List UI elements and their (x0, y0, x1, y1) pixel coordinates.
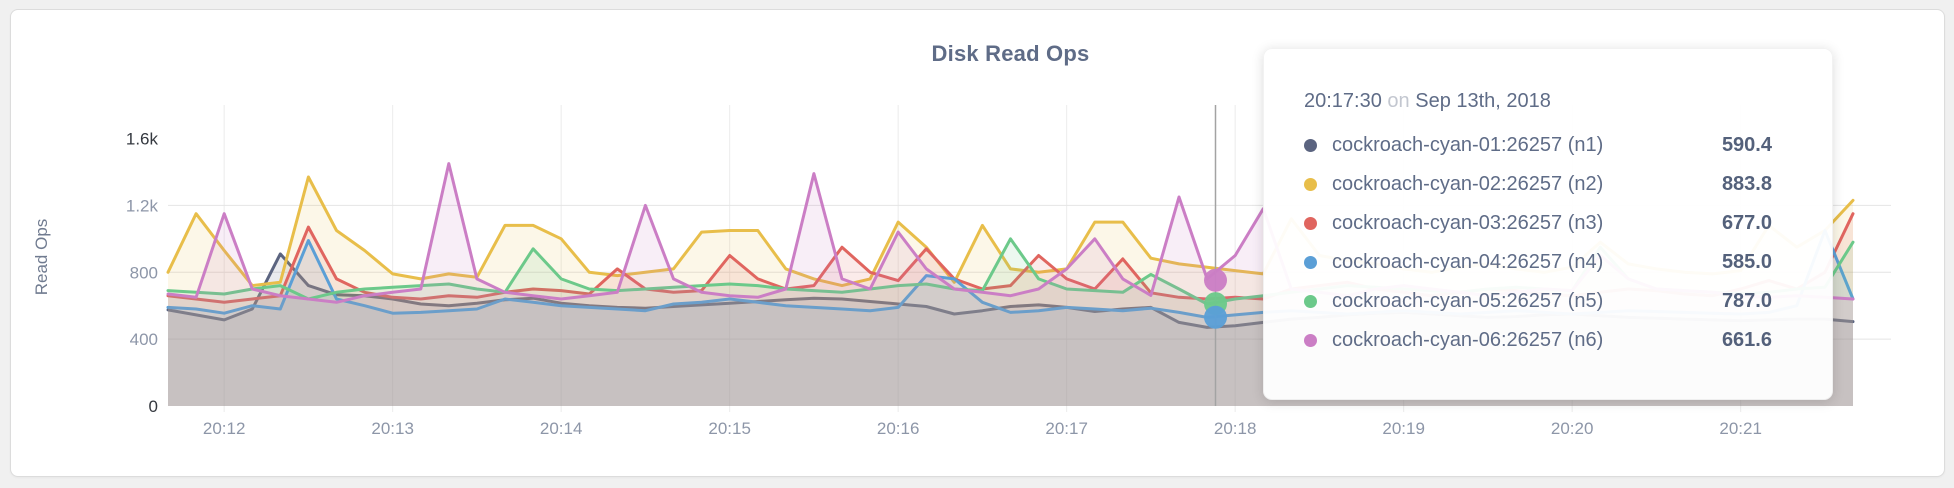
series-value: 677.0 (1721, 212, 1772, 234)
tooltip-date: Sep 13th, 2018 (1415, 90, 1551, 112)
tooltip-on: on (1387, 90, 1410, 112)
hover-dot-n4 (1204, 305, 1228, 329)
y-tick-label: 1.6k (126, 130, 159, 149)
hover-dot-n6 (1204, 268, 1228, 292)
x-tick-label: 20:17 (1045, 419, 1088, 438)
tooltip-series-row: cockroach-cyan-05:26257 (n5) 787.0 (1304, 282, 1832, 321)
series-dot-icon (1304, 256, 1317, 269)
x-tick-label: 20:18 (1214, 419, 1257, 438)
x-tick-label: 20:19 (1382, 419, 1425, 438)
tooltip-series-row: cockroach-cyan-01:26257 (n1) 590.4 (1304, 126, 1832, 165)
x-tick-label: 20:14 (540, 419, 583, 438)
series-name: cockroach-cyan-05:26257 (n5) (1332, 290, 1604, 312)
series-dot-icon (1304, 334, 1317, 347)
x-tick-label: 20:21 (1719, 419, 1762, 438)
y-tick-label: 1.2k (126, 196, 159, 215)
series-value: 787.0 (1721, 290, 1772, 312)
series-name: cockroach-cyan-02:26257 (n2) (1332, 173, 1604, 195)
series-name: cockroach-cyan-01:26257 (n1) (1332, 134, 1604, 156)
y-tick-label: 400 (130, 330, 158, 349)
tooltip-series-row: cockroach-cyan-04:26257 (n4) 585.0 (1304, 243, 1832, 282)
tooltip-legend: cockroach-cyan-01:26257 (n1) 590.4 cockroa… (1304, 126, 1832, 360)
y-tick-label: 0 (149, 397, 158, 416)
chart-card: Disk Read Ops 0 400 800 1.2k 1.6k 20:12 20:13 2… (10, 9, 1945, 477)
x-tick-label: 20:12 (203, 419, 246, 438)
chart-title: Disk Read Ops (931, 41, 1090, 66)
y-axis-title: Read Ops (32, 219, 51, 296)
x-tick-label: 20:16 (877, 419, 920, 438)
series-value: 590.4 (1721, 134, 1772, 156)
series-dot-icon (1304, 217, 1317, 230)
x-tick-label: 20:20 (1551, 419, 1594, 438)
series-value: 883.8 (1721, 173, 1772, 195)
tooltip-time: 20:17:30 (1304, 90, 1382, 112)
tooltip-series-row: cockroach-cyan-03:26257 (n3) 677.0 (1304, 204, 1832, 243)
x-tick-label: 20:15 (708, 419, 751, 438)
series-dot-icon (1304, 139, 1317, 152)
series-name: cockroach-cyan-06:26257 (n6) (1332, 329, 1604, 351)
series-name: cockroach-cyan-03:26257 (n3) (1332, 212, 1604, 234)
series-name: cockroach-cyan-04:26257 (n4) (1332, 251, 1604, 273)
tooltip-timestamp: 20:17:30 on Sep 13th, 2018 (1304, 87, 1832, 115)
x-tick-label: 20:13 (371, 419, 414, 438)
series-dot-icon (1304, 178, 1317, 191)
series-value: 661.6 (1721, 329, 1772, 351)
tooltip-series-row: cockroach-cyan-02:26257 (n2) 883.8 (1304, 165, 1832, 204)
y-tick-label: 800 (130, 263, 158, 282)
tooltip-series-row: cockroach-cyan-06:26257 (n6) 661.6 (1304, 321, 1832, 360)
series-value: 585.0 (1721, 251, 1772, 273)
series-dot-icon (1304, 295, 1317, 308)
hover-tooltip: 20:17:30 on Sep 13th, 2018 cockroach-cya… (1263, 48, 1833, 400)
